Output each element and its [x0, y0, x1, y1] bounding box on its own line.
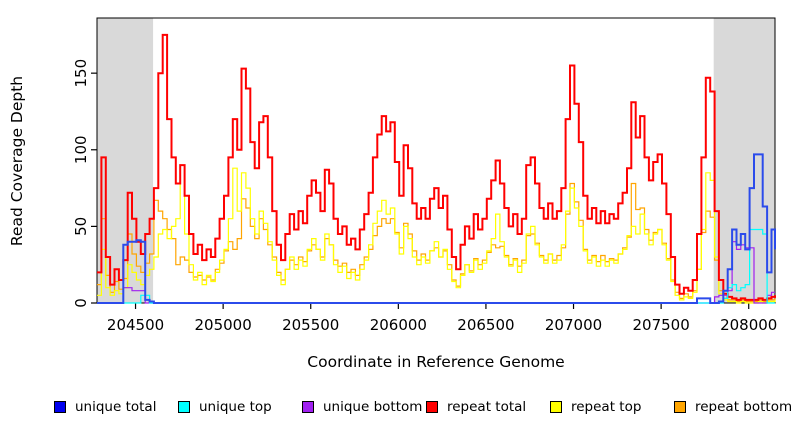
legend-swatch-repeat-total — [426, 401, 438, 413]
legend-swatch-repeat-top — [550, 401, 562, 413]
legend-item-repeat-top: repeat top — [550, 399, 674, 415]
x-tick-label: 206000 — [370, 316, 427, 334]
legend-item-repeat-total: repeat total — [426, 399, 550, 415]
y-tick-label: 50 — [72, 217, 90, 236]
legend-label-unique-total: unique total — [75, 399, 157, 415]
shaded-region — [713, 18, 775, 303]
x-tick-label: 205000 — [195, 316, 252, 334]
x-tick-label: 205500 — [282, 316, 339, 334]
chart-legend: unique total unique top unique bottom repea… — [54, 399, 792, 415]
legend-label-unique-top: unique top — [199, 399, 272, 415]
y-axis-title: Read Coverage Depth — [8, 76, 26, 246]
legend-swatch-unique-bottom — [302, 401, 314, 413]
legend-item-unique-top: unique top — [178, 399, 302, 415]
legend-label-repeat-top: repeat top — [571, 399, 642, 415]
series-line-repeat-total — [97, 33, 776, 301]
legend-item-unique-total: unique total — [54, 399, 178, 415]
legend-swatch-unique-top — [178, 401, 190, 413]
y-tick-label: 0 — [72, 298, 90, 308]
plot-box — [96, 17, 776, 304]
legend-label-repeat-total: repeat total — [447, 399, 527, 415]
legend-item-repeat-bottom: repeat bottom — [674, 399, 792, 415]
series-line-unique-total — [97, 153, 776, 304]
x-tick-label: 207000 — [545, 316, 602, 334]
legend-swatch-unique-total — [54, 401, 66, 413]
legend-label-repeat-bottom: repeat bottom — [695, 399, 792, 415]
y-tick-label: 150 — [72, 59, 90, 88]
x-tick-label: 207500 — [632, 316, 689, 334]
x-axis-title: Coordinate in Reference Genome — [307, 353, 564, 371]
legend-label-unique-bottom: unique bottom — [323, 399, 423, 415]
series-line-repeat-bottom — [97, 182, 776, 303]
y-tick-label: 100 — [72, 135, 90, 164]
series-line-unique-top — [97, 228, 775, 304]
coverage-plot-canvas: 204500 205000 205500 206000 206500 207000 2075… — [8, 17, 777, 371]
x-tick-label: 206500 — [457, 316, 514, 334]
legend-swatch-repeat-bottom — [674, 401, 686, 413]
x-tick-label: 208000 — [720, 316, 777, 334]
x-tick-label: 204500 — [107, 316, 164, 334]
series-line-repeat-top — [97, 164, 776, 304]
legend-item-unique-bottom: unique bottom — [302, 399, 426, 415]
